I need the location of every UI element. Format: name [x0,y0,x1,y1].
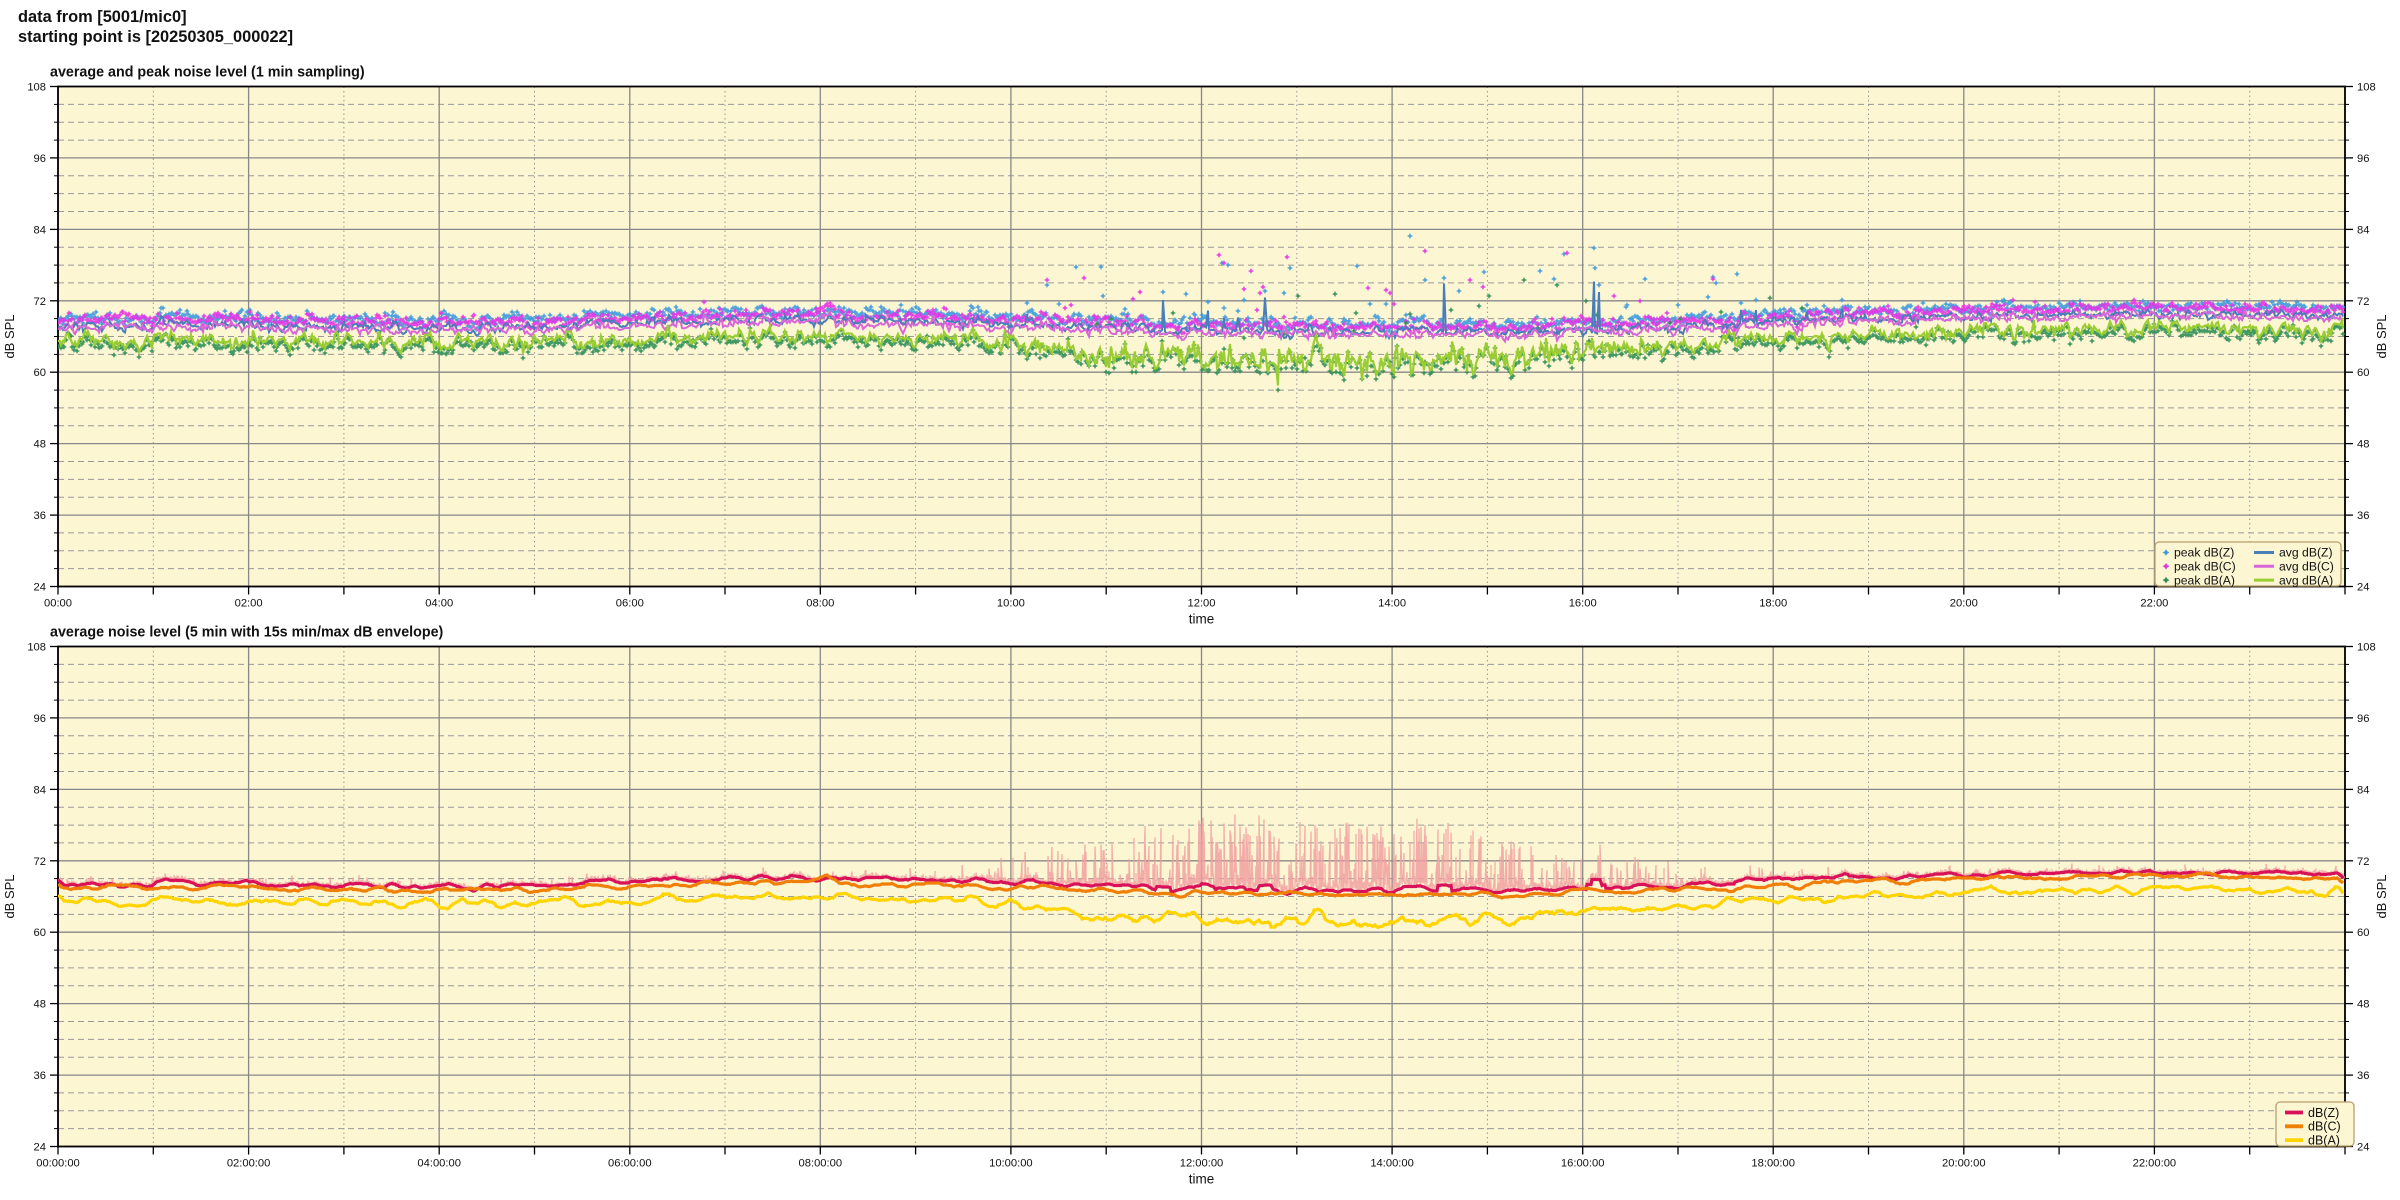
svg-text:12:00:00: 12:00:00 [1180,1158,1224,1170]
svg-text:60: 60 [2357,367,2369,379]
svg-text:72: 72 [2357,856,2369,868]
svg-text:02:00:00: 02:00:00 [227,1158,271,1170]
svg-text:48: 48 [2357,999,2369,1011]
svg-text:84: 84 [2357,224,2369,236]
svg-text:24: 24 [34,1142,46,1154]
svg-text:10:00:00: 10:00:00 [989,1158,1033,1170]
svg-text:72: 72 [2357,296,2369,308]
svg-text:24: 24 [2357,1142,2369,1154]
svg-text:dB SPL: dB SPL [2374,874,2389,918]
svg-text:96: 96 [2357,153,2369,165]
svg-text:avg dB(Z): avg dB(Z) [2279,546,2333,560]
svg-text:dB SPL: dB SPL [2374,314,2389,358]
svg-text:14:00:00: 14:00:00 [1370,1158,1414,1170]
svg-text:average noise level (5 min wit: average noise level (5 min with 15s min/… [50,625,444,641]
svg-text:36: 36 [34,510,46,522]
svg-text:72: 72 [34,856,46,868]
svg-text:96: 96 [2357,713,2369,725]
svg-text:48: 48 [34,439,46,451]
svg-text:08:00:00: 08:00:00 [799,1158,843,1170]
svg-text:60: 60 [2357,927,2369,939]
svg-text:dB(A): dB(A) [2308,1133,2340,1147]
svg-text:108: 108 [27,82,46,94]
svg-text:36: 36 [2357,1070,2369,1082]
svg-text:60: 60 [34,927,46,939]
svg-text:22:00:00: 22:00:00 [2133,1158,2177,1170]
svg-text:dB(C): dB(C) [2308,1120,2341,1134]
svg-text:06:00:00: 06:00:00 [608,1158,652,1170]
svg-text:48: 48 [2357,439,2369,451]
svg-text:48: 48 [34,999,46,1011]
svg-text:04:00:00: 04:00:00 [417,1158,461,1170]
svg-text:18:00:00: 18:00:00 [1751,1158,1795,1170]
svg-text:dB SPL: dB SPL [2,314,17,358]
svg-text:dB SPL: dB SPL [2,874,17,918]
svg-text:108: 108 [2357,82,2376,94]
svg-text:84: 84 [2357,784,2369,796]
svg-text:peak dB(Z): peak dB(Z) [2174,546,2234,560]
svg-text:72: 72 [34,296,46,308]
svg-text:108: 108 [27,642,46,654]
svg-text:60: 60 [34,367,46,379]
svg-text:36: 36 [34,1070,46,1082]
svg-text:00:00:00: 00:00:00 [36,1158,80,1170]
svg-text:16:00:00: 16:00:00 [1561,1158,1605,1170]
svg-text:36: 36 [2357,510,2369,522]
svg-text:average and peak noise level (: average and peak noise level (1 min samp… [50,65,365,81]
svg-text:time: time [1189,1172,1215,1187]
svg-text:20:00:00: 20:00:00 [1942,1158,1986,1170]
svg-text:108: 108 [2357,642,2376,654]
svg-text:dB(Z): dB(Z) [2308,1106,2339,1120]
svg-text:96: 96 [34,713,46,725]
svg-text:96: 96 [34,153,46,165]
svg-text:84: 84 [34,784,46,796]
svg-text:84: 84 [34,224,46,236]
